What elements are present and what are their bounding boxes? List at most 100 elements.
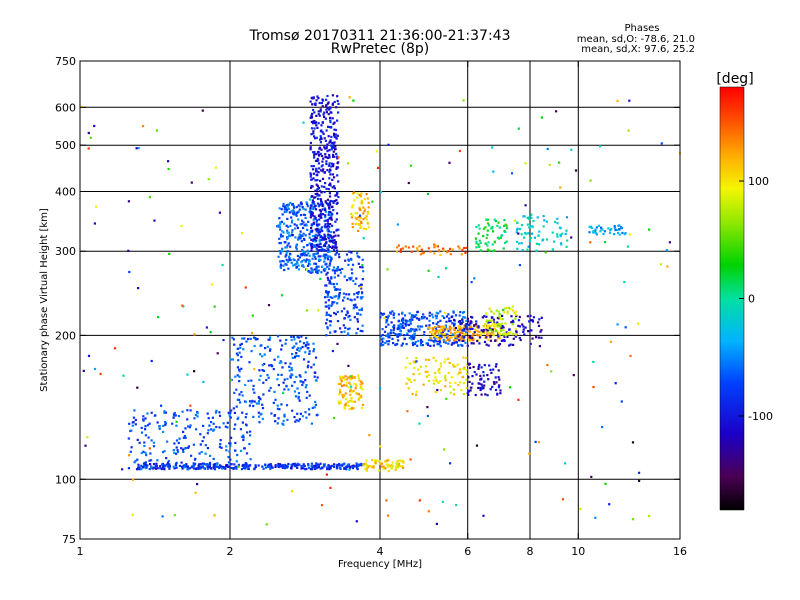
data-point [616, 323, 619, 326]
data-point [337, 297, 340, 300]
data-point [300, 335, 303, 338]
data-point [618, 233, 621, 236]
data-point [466, 329, 469, 332]
data-point [334, 330, 337, 333]
data-point [329, 331, 332, 334]
data-point [218, 211, 221, 214]
data-point [466, 336, 470, 339]
data-point [313, 154, 316, 157]
data-point [537, 324, 541, 327]
data-point [182, 430, 185, 433]
data-point [360, 308, 363, 312]
data-point [328, 320, 331, 323]
data-point [526, 248, 529, 251]
data-point [473, 277, 476, 280]
data-point [390, 466, 393, 469]
data-point [530, 213, 533, 216]
data-point [442, 247, 445, 250]
data-point [281, 344, 284, 347]
data-point [594, 231, 597, 234]
data-point [447, 338, 450, 341]
data-point [409, 362, 412, 365]
data-point [433, 325, 437, 329]
data-point [498, 315, 501, 318]
data-point [326, 234, 329, 237]
data-point [298, 233, 301, 236]
data-point [379, 335, 383, 338]
data-point [328, 183, 331, 186]
data-point [319, 135, 322, 138]
data-point [334, 194, 337, 197]
data-point [245, 465, 248, 468]
data-point [320, 137, 323, 140]
data-point [349, 278, 352, 281]
data-point [484, 393, 487, 396]
data-point [314, 236, 317, 239]
data-point [189, 409, 192, 412]
data-point [326, 468, 329, 471]
data-point [360, 226, 363, 229]
data-point [425, 358, 428, 361]
data-point [412, 314, 415, 317]
data-point [386, 459, 389, 462]
data-point [452, 339, 455, 342]
data-point [148, 468, 151, 471]
data-point [93, 367, 97, 371]
data-point [330, 277, 333, 280]
data-point [479, 374, 482, 377]
data-point [159, 465, 162, 468]
data-point [409, 458, 412, 461]
data-point [388, 334, 391, 337]
data-point [476, 339, 479, 343]
data-point [489, 388, 492, 391]
data-point [240, 232, 244, 235]
data-point [364, 463, 367, 466]
data-point [323, 185, 326, 188]
data-point [305, 258, 308, 261]
data-point [333, 463, 336, 466]
data-point [599, 145, 602, 148]
data-point [267, 304, 271, 307]
data-point [141, 466, 144, 469]
chart-subtitle: RwPretec (8p) [331, 41, 429, 57]
data-point [327, 135, 330, 138]
data-point [467, 320, 470, 323]
data-point [457, 383, 460, 387]
data-point [288, 211, 291, 214]
data-point [385, 334, 388, 337]
data-point [347, 259, 351, 262]
data-point [329, 119, 332, 122]
data-point [308, 466, 311, 470]
data-point [154, 464, 158, 467]
data-point [396, 246, 399, 249]
data-point [327, 464, 330, 467]
data-point [336, 134, 339, 137]
data-point [444, 374, 447, 377]
data-point [316, 179, 319, 182]
data-point [457, 245, 460, 248]
data-point [385, 340, 389, 343]
data-point [446, 251, 449, 254]
data-point [207, 429, 210, 432]
data-point [287, 462, 290, 466]
data-point [437, 321, 440, 324]
data-point [310, 184, 313, 188]
data-point [440, 336, 443, 339]
data-point [340, 331, 343, 334]
data-point [457, 329, 460, 332]
data-point [492, 312, 495, 315]
data-point [399, 330, 402, 333]
data-point [309, 148, 312, 151]
data-point [457, 344, 460, 347]
data-point [429, 250, 432, 253]
data-point [152, 441, 155, 444]
data-point [444, 379, 447, 382]
data-point [164, 422, 167, 425]
data-point [422, 333, 426, 337]
data-point [281, 259, 284, 263]
data-point [332, 163, 335, 166]
data-point [472, 333, 475, 336]
data-point [447, 250, 450, 253]
data-point [317, 122, 320, 125]
data-point [415, 317, 418, 320]
